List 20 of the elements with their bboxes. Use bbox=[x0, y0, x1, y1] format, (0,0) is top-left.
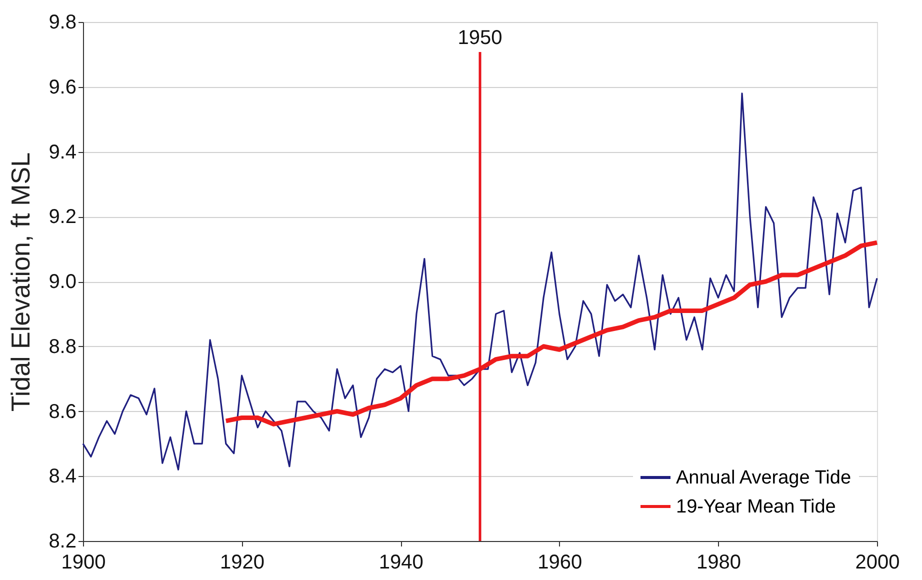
y-tick-label: 8.4 bbox=[48, 466, 76, 488]
legend-label: Annual Average Tide bbox=[676, 468, 852, 488]
y-tick-label: 9.0 bbox=[48, 271, 76, 293]
x-tick-label: 1900 bbox=[61, 552, 106, 574]
legend-label: 19-Year Mean Tide bbox=[676, 496, 836, 518]
x-tick-label: 1980 bbox=[696, 552, 741, 574]
y-tick-label: 8.2 bbox=[48, 530, 76, 552]
y-tick-label: 9.6 bbox=[48, 76, 76, 98]
y-tick-label: 9.2 bbox=[48, 206, 76, 228]
x-tick-label: 2000 bbox=[855, 552, 900, 574]
y-tick-label: 9.8 bbox=[48, 12, 76, 34]
x-tick-label: 1940 bbox=[378, 552, 424, 574]
y-tick-label: 8.6 bbox=[48, 400, 76, 423]
x-tick-label: 1960 bbox=[538, 552, 582, 574]
line-series bbox=[82, 92, 878, 470]
y-tick-label: 8.8 bbox=[48, 336, 76, 358]
y-tick-label: 9.4 bbox=[48, 141, 76, 164]
ref-line-label: 1950 bbox=[458, 27, 502, 49]
x-tick-label: 1920 bbox=[220, 552, 265, 574]
y-axis-title: Tidal Elevation, ft MSL bbox=[6, 152, 36, 412]
